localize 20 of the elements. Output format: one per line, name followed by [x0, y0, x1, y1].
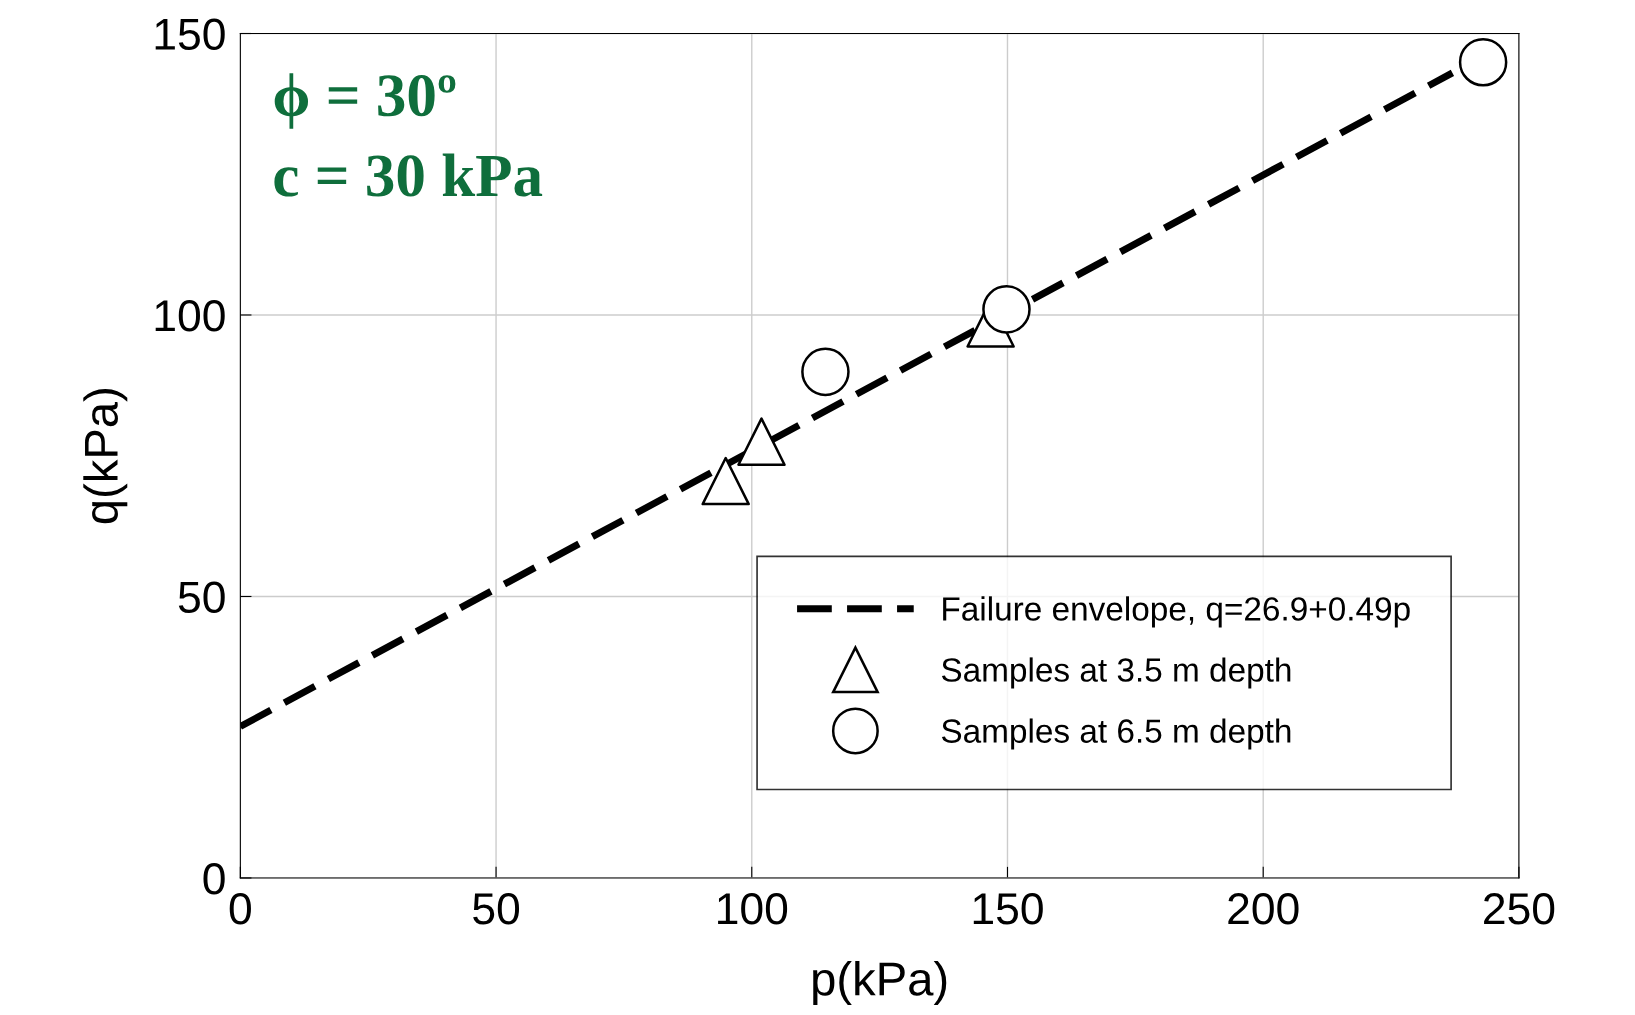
- y-tick-label: 100: [155, 300, 225, 332]
- y-tick-label: 0: [203, 863, 225, 895]
- x-tick-label: 150: [973, 893, 1043, 925]
- y-tick-label: 50: [178, 581, 225, 614]
- x-tick-label: 250: [1484, 893, 1555, 925]
- point: [701, 456, 750, 506]
- x-axis-title: p(kPa): [813, 961, 947, 1006]
- legend-label: Failure envelope, q=26.9+0.49p: [943, 596, 1410, 628]
- annotation: c = 30 kPa: [274, 153, 543, 197]
- y-tick-label: 150: [155, 18, 225, 51]
- legend-label: Samples at 6.5 m depth: [941, 718, 1291, 750]
- annotation: ϕ = 30º: [274, 73, 456, 129]
- x-tick-label: 50: [473, 893, 520, 925]
- y-axis-title: q(kPa): [83, 389, 128, 524]
- point: [982, 285, 1031, 334]
- legend-label: Samples at 3.5 m depth: [941, 657, 1291, 689]
- x-tick-label: 200: [1228, 893, 1299, 925]
- point: [737, 417, 786, 466]
- x-tick-label: 100: [718, 893, 788, 925]
- x-tick-label: 0: [229, 893, 251, 925]
